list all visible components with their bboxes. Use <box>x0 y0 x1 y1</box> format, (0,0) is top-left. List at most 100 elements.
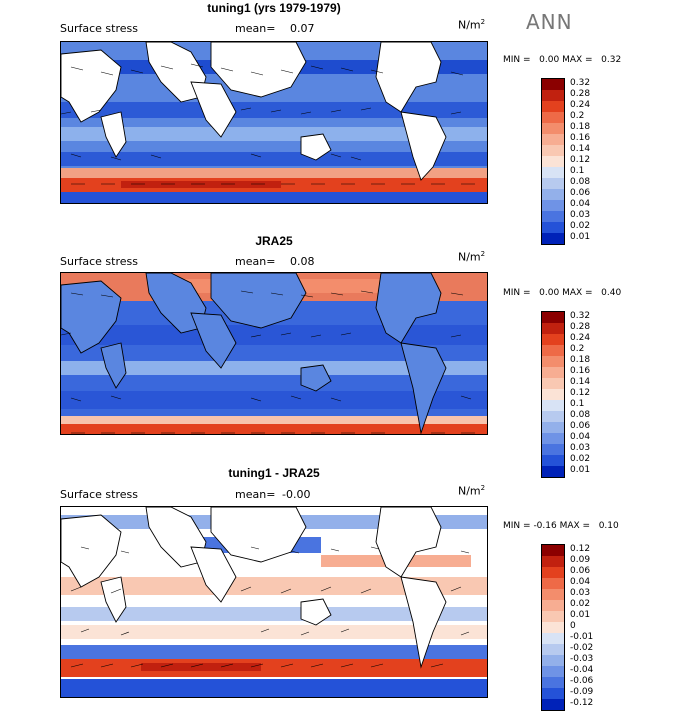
panel-3-units: N/m2 <box>458 484 486 498</box>
panel-3-band-trades <box>61 577 487 595</box>
colorbar-tick-label: 0.14 <box>570 144 591 154</box>
panel-1-map <box>60 41 488 204</box>
panel-2-band-trades-s <box>61 391 487 409</box>
panel-1-minmax: MIN = 0.00 MAX = 0.32 <box>503 55 622 65</box>
colorbar-tick-label: -0.04 <box>570 665 594 675</box>
panel-2-colorbar: 0.32 0.28 0.24 0.2 0.18 0.16 0.14 0.12 0.1 0.08 0.… <box>541 311 590 478</box>
colorbar-tick-label: 0.18 <box>570 355 591 365</box>
colorbar-swatch <box>541 666 565 677</box>
panel-2-title: JRA25 <box>255 234 293 248</box>
colorbar-tick-label: -0.06 <box>570 676 594 686</box>
panel-3-band-polar <box>61 679 487 697</box>
colorbar-swatch <box>541 466 565 477</box>
colorbar-swatch <box>541 589 565 600</box>
panel-2-mean-value: 0.08 <box>290 255 315 268</box>
colorbar-tick-label: 0.06 <box>570 188 591 198</box>
colorbar-swatch <box>541 323 565 334</box>
colorbar-frame <box>541 311 565 478</box>
colorbar-tick-label: 0.03 <box>570 443 591 453</box>
panel-3-band-midlat <box>61 645 487 659</box>
colorbar-tick-label: -0.02 <box>570 643 594 653</box>
colorbar-tick-label: 0.06 <box>570 566 591 576</box>
colorbar-tick-label: 0.01 <box>570 465 591 475</box>
colorbar-swatch <box>541 123 565 134</box>
colorbar-tick-label: 0.14 <box>570 377 591 387</box>
colorbar-tick-label: 0.32 <box>570 311 591 321</box>
colorbar-swatch <box>541 455 565 466</box>
colorbar-swatch <box>541 79 565 90</box>
panel-3-band-sub <box>61 625 487 639</box>
colorbar-tick-label: 0.1 <box>570 399 585 409</box>
panel-3-minmax: MIN = -0.16 MAX = 0.10 <box>503 521 619 531</box>
colorbar-tick-label: 0.24 <box>570 333 591 343</box>
colorbar-swatch <box>541 200 565 211</box>
colorbar-swatch <box>541 312 565 323</box>
colorbar-swatch <box>541 367 565 378</box>
colorbar-swatch <box>541 211 565 222</box>
panel-3-land <box>61 507 447 669</box>
panel-1-band-south-light <box>61 168 487 178</box>
panel-1-band-doldrums <box>61 127 487 141</box>
colorbar-swatch <box>541 655 565 666</box>
colorbar-swatch <box>541 578 565 589</box>
colorbar-frame <box>541 544 565 711</box>
colorbar-swatch <box>541 556 565 567</box>
season-label: ANN <box>526 10 573 34</box>
panel-2-land <box>61 273 447 434</box>
colorbar-tick-label: 0.08 <box>570 177 591 187</box>
colorbar-swatch <box>541 134 565 145</box>
panel-3-mean-label: mean= <box>235 488 276 501</box>
colorbar-swatch <box>541 167 565 178</box>
panel-2-map <box>60 272 488 435</box>
colorbar-swatch <box>541 90 565 101</box>
panel-1-band-polar <box>61 192 487 203</box>
colorbar-swatch <box>541 156 565 167</box>
colorbar-swatch <box>541 688 565 699</box>
colorbar-swatch <box>541 189 565 200</box>
colorbar-tick-label: 0.03 <box>570 588 591 598</box>
colorbar-tick-label: 0.24 <box>570 100 591 110</box>
panel-2-band-trades-n <box>61 325 487 345</box>
colorbar-swatch <box>541 622 565 633</box>
panel-3-map-svg <box>61 507 487 697</box>
colorbar-tick-label: 0 <box>570 621 576 631</box>
colorbar-swatch <box>541 545 565 556</box>
panel-2-field-label: Surface stress <box>60 255 138 268</box>
colorbar-tick-label: 0.1 <box>570 166 585 176</box>
colorbar-tick-label: 0.16 <box>570 366 591 376</box>
panel-3-field-label: Surface stress <box>60 488 138 501</box>
colorbar-tick-label: -0.01 <box>570 632 594 642</box>
panel-2-map-svg <box>61 273 487 434</box>
colorbar-swatch <box>541 633 565 644</box>
panel-1-mean-value: 0.07 <box>290 22 315 35</box>
panel-3-title: tuning1 - JRA25 <box>228 466 320 480</box>
panel-1-band-trades-n <box>61 102 487 118</box>
colorbar-tick-label: -0.09 <box>570 687 594 697</box>
colorbar-tick-label: 0.12 <box>570 155 591 165</box>
colorbar-swatch <box>541 411 565 422</box>
colorbar-swatch <box>541 112 565 123</box>
panel-3-band-eq <box>61 607 487 621</box>
colorbar-swatch <box>541 389 565 400</box>
colorbar-swatch <box>541 145 565 156</box>
panel-2-units: N/m2 <box>458 250 486 264</box>
panel-2-band-south-light <box>61 416 487 424</box>
panel-2-mean-label: mean= <box>235 255 276 268</box>
colorbar-tick-label: 0.09 <box>570 555 591 565</box>
panel-1-map-svg <box>61 42 487 203</box>
colorbar-tick-label: 0.04 <box>570 577 591 587</box>
colorbar-tick-label: 0.01 <box>570 232 591 242</box>
colorbar-tick-label: 0.06 <box>570 421 591 431</box>
panel-1-colorbar: 0.32 0.28 0.24 0.2 0.18 0.16 0.14 0.12 0.1 0.08 0.… <box>541 78 590 245</box>
colorbar-tick-label: 0.18 <box>570 122 591 132</box>
colorbar-swatch <box>541 334 565 345</box>
colorbar-swatch <box>541 400 565 411</box>
panel-1-field-label: Surface stress <box>60 22 138 35</box>
colorbar-tick-label: 0.2 <box>570 344 585 354</box>
panel-3-arrows <box>70 546 470 668</box>
panel-2-band-south-jet <box>61 424 487 434</box>
colorbar-swatch <box>541 611 565 622</box>
colorbar-tick-label: 0.08 <box>570 410 591 420</box>
colorbar-swatch <box>541 222 565 233</box>
colorbar-tick-label: 0.02 <box>570 599 591 609</box>
